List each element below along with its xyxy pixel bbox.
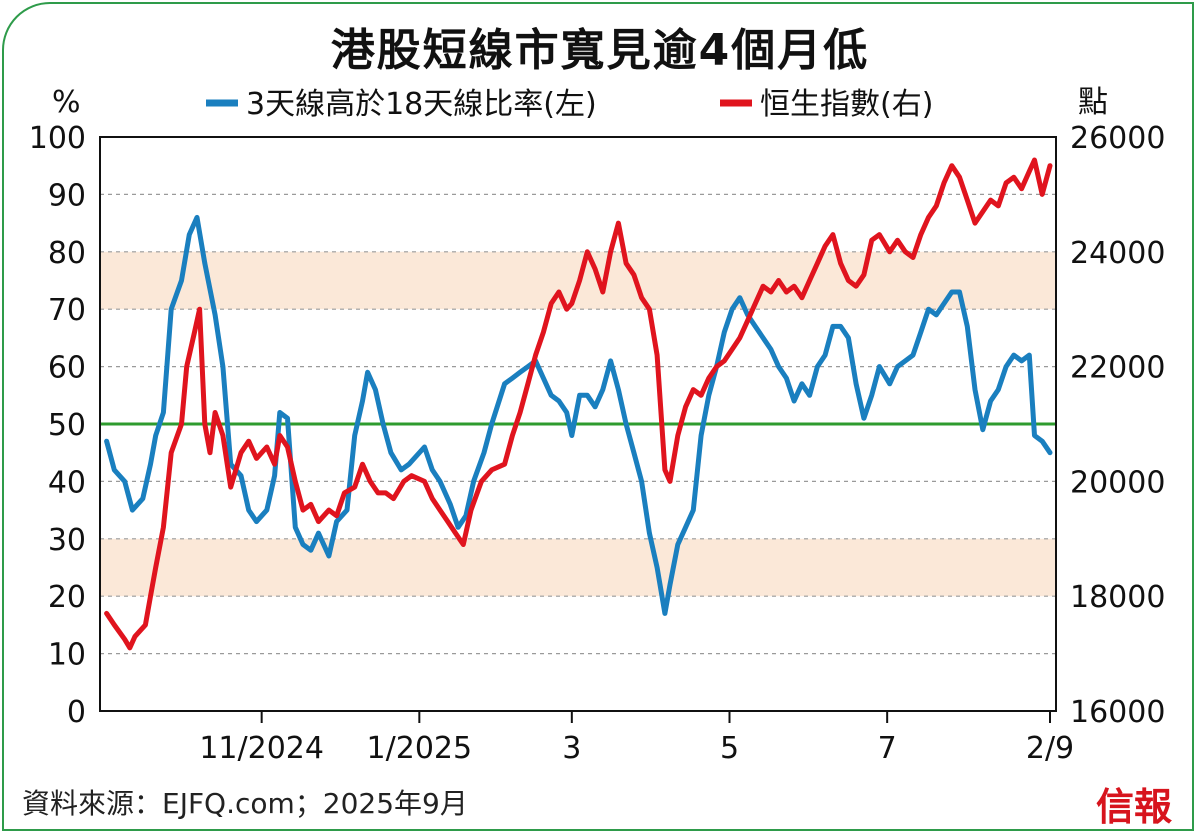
- x-tick-label: 2/9: [1026, 731, 1074, 766]
- y-left-tick-label: 100: [29, 121, 86, 156]
- y-left-tick-label: 60: [48, 351, 86, 386]
- x-tick-label: 5: [720, 731, 739, 766]
- y-left-tick-label: 20: [48, 580, 86, 615]
- series-line-ratio: [104, 214, 1053, 616]
- series-line-hsi: [104, 157, 1053, 651]
- right-axis-unit: 點: [1078, 85, 1108, 120]
- y-right-tick-label: 24000: [1070, 236, 1165, 271]
- brand-logo: 信報: [1095, 784, 1172, 829]
- left-axis-unit: %: [52, 85, 81, 120]
- chart-title: 港股短線市寬見逾4個月低: [330, 25, 870, 76]
- y-left-tick-label: 50: [48, 408, 86, 443]
- plot-border: [99, 136, 1057, 712]
- legend-label-hsi: 恒生指數(右): [760, 87, 933, 122]
- source-note: 資料來源：EJFQ.com；2025年9月: [22, 787, 468, 820]
- x-tick-label: 11/2024: [199, 731, 324, 766]
- x-tick-label: 3: [562, 731, 581, 766]
- y-right-tick-label: 20000: [1070, 465, 1165, 500]
- y-left-tick-label: 30: [48, 523, 86, 558]
- y-right-tick-label: 18000: [1070, 580, 1165, 615]
- y-left-tick-label: 70: [48, 293, 86, 328]
- x-tick-label: 7: [878, 731, 897, 766]
- y-left-tick-label: 80: [48, 236, 86, 271]
- y-left-tick-label: 90: [48, 178, 86, 213]
- y-left-tick-label: 40: [48, 465, 86, 500]
- y-right-tick-label: 22000: [1070, 351, 1165, 386]
- legend-label-ratio: 3天線高於18天線比率(左): [246, 87, 597, 122]
- y-left-tick-label: 10: [48, 638, 86, 673]
- y-right-tick-label: 16000: [1070, 695, 1165, 730]
- shaded-band-1: [100, 538, 1056, 597]
- x-tick-label: 1/2025: [367, 731, 473, 766]
- y-left-tick-label: 0: [67, 695, 86, 730]
- y-right-tick-label: 26000: [1070, 121, 1165, 156]
